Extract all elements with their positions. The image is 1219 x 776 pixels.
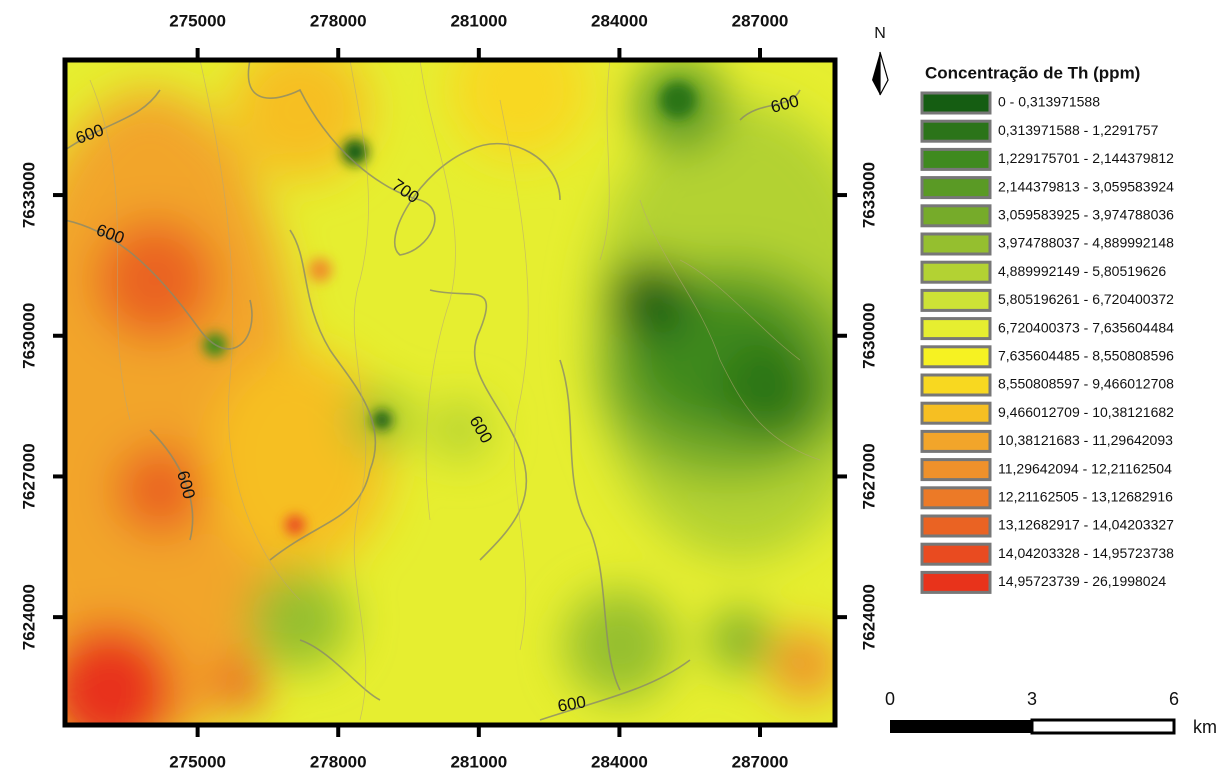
legend-label: 11,29642094 - 12,21162504 bbox=[998, 460, 1172, 476]
scale-label: 3 bbox=[1027, 689, 1037, 709]
legend-label: 7,635604485 - 8,550808596 bbox=[998, 348, 1174, 364]
legend-swatch bbox=[920, 91, 992, 115]
x-tick-label-bottom: 275000 bbox=[169, 752, 226, 771]
north-arrow: N bbox=[872, 25, 889, 96]
legend-swatch bbox=[920, 514, 992, 538]
legend-label: 10,38121683 - 11,29642093 bbox=[998, 432, 1173, 448]
legend-swatch bbox=[920, 373, 992, 397]
legend-swatch bbox=[920, 232, 992, 256]
x-tick-label-top: 275000 bbox=[169, 11, 226, 30]
y-tick-label-left: 7633000 bbox=[19, 162, 38, 228]
legend-label: 2,144379813 - 3,059583924 bbox=[998, 178, 1174, 194]
legend-label: 1,229175701 - 2,144379812 bbox=[998, 150, 1174, 166]
north-label: N bbox=[874, 25, 886, 42]
legend: 0 - 0,313971588 0,313971588 - 1,2291757 1,… bbox=[920, 91, 1174, 594]
legend-title: Concentração de Th (ppm) bbox=[925, 63, 1140, 82]
legend-label: 6,720400373 - 7,635604484 bbox=[998, 319, 1174, 335]
contour-label: 600 bbox=[556, 692, 587, 716]
x-tick-label-top: 287000 bbox=[732, 11, 789, 30]
legend-swatch bbox=[920, 345, 992, 369]
scale-label: 6 bbox=[1169, 689, 1179, 709]
legend-label: 8,550808597 - 9,466012708 bbox=[998, 376, 1174, 392]
legend-swatch bbox=[920, 260, 992, 284]
map-surface bbox=[65, 60, 835, 725]
legend-swatch bbox=[920, 458, 992, 482]
x-tick-label-top: 281000 bbox=[450, 11, 507, 30]
y-tick-label-left: 7624000 bbox=[19, 584, 38, 650]
x-tick-label-top: 284000 bbox=[591, 11, 648, 30]
x-tick-label-top: 278000 bbox=[310, 11, 367, 30]
legend-swatch bbox=[920, 288, 992, 312]
legend-label: 4,889992149 - 5,80519626 bbox=[998, 263, 1166, 279]
y-tick-label-right: 7633000 bbox=[859, 162, 878, 228]
legend-label: 3,974788037 - 4,889992148 bbox=[998, 235, 1174, 251]
legend-swatch bbox=[920, 147, 992, 171]
legend-label: 0,313971588 - 1,2291757 bbox=[998, 122, 1159, 138]
x-tick-label-bottom: 278000 bbox=[310, 752, 367, 771]
y-tick-label-left: 7627000 bbox=[19, 443, 38, 509]
map-frame bbox=[62, 57, 838, 728]
legend-label: 14,04203328 - 14,95723738 bbox=[998, 545, 1174, 561]
x-tick-label-bottom: 284000 bbox=[591, 752, 648, 771]
y-tick-label-right: 7624000 bbox=[859, 584, 878, 650]
legend-swatch bbox=[920, 119, 992, 143]
scale-label: 0 bbox=[885, 689, 895, 709]
scale-unit: km bbox=[1193, 717, 1217, 737]
y-tick-label-right: 7630000 bbox=[859, 303, 878, 369]
legend-swatch bbox=[920, 429, 992, 453]
scale-bar: km 0 3 6 bbox=[885, 689, 1217, 737]
legend-swatch bbox=[920, 570, 992, 594]
legend-swatch bbox=[920, 486, 992, 510]
legend-label: 5,805196261 - 6,720400372 bbox=[998, 291, 1174, 307]
legend-label: 13,12682917 - 14,04203327 bbox=[998, 517, 1174, 533]
legend-label: 9,466012709 - 10,38121682 bbox=[998, 404, 1174, 420]
legend-swatch bbox=[920, 401, 992, 425]
legend-label: 14,95723739 - 26,1998024 bbox=[998, 573, 1166, 589]
legend-label: 3,059583925 - 3,974788036 bbox=[998, 207, 1174, 223]
legend-swatch bbox=[920, 542, 992, 566]
y-tick-label-left: 7630000 bbox=[19, 303, 38, 369]
x-tick-label-bottom: 287000 bbox=[732, 752, 789, 771]
y-tick-label-right: 7627000 bbox=[859, 443, 878, 509]
legend-label: 12,21162505 - 13,12682916 bbox=[998, 489, 1173, 505]
legend-label: 0 - 0,313971588 bbox=[998, 94, 1100, 110]
legend-swatch bbox=[920, 176, 992, 200]
legend-swatch bbox=[920, 204, 992, 228]
legend-swatch bbox=[920, 317, 992, 341]
x-tick-label-bottom: 281000 bbox=[450, 752, 507, 771]
